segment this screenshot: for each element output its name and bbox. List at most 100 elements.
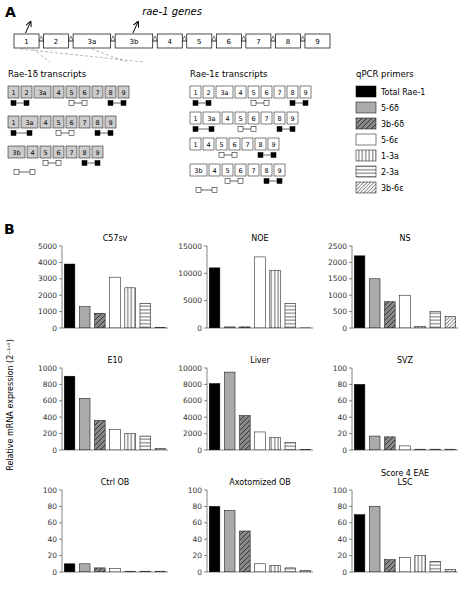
y-axis [352, 490, 353, 572]
bar [255, 432, 266, 450]
transcript-exon [287, 86, 298, 98]
exon-label: 3a [220, 89, 228, 97]
y-tick-label: 40 [192, 535, 202, 544]
bar [354, 256, 365, 328]
y-tick [59, 278, 62, 279]
chart-title: NOE [251, 234, 268, 243]
y-tick-label: 100 [188, 486, 203, 495]
transcript-exon [190, 112, 201, 124]
primer-line [19, 172, 30, 173]
primer [69, 131, 74, 136]
y-tick-label: 800 [43, 380, 58, 389]
exon-label: 3a [38, 89, 46, 97]
transcript-exon [261, 86, 272, 98]
y-tick [59, 262, 62, 263]
y-axis [207, 246, 208, 328]
bars [354, 384, 455, 450]
chart-title: Axotomized OB [229, 478, 290, 487]
transcript-exon [203, 86, 214, 98]
primer [290, 101, 295, 106]
exon-label: 3b [129, 38, 138, 46]
transcript-exon [216, 138, 227, 150]
transcript-exon [118, 86, 129, 98]
primer [43, 161, 48, 166]
y-tick [349, 278, 352, 279]
primer [193, 101, 198, 106]
bar-chart: E1002004006008001000 [38, 356, 168, 455]
primer-line [16, 103, 24, 104]
primer-line [61, 133, 69, 134]
title: rae-1 genes [142, 6, 202, 17]
exon [157, 34, 182, 48]
exon-label: 7 [251, 167, 255, 175]
primer [258, 153, 263, 158]
exon-label: 2 [54, 38, 58, 46]
legend-swatch [356, 86, 376, 97]
legend-swatch [356, 118, 376, 129]
transcript-exon [222, 112, 233, 124]
legend-swatch [356, 182, 376, 193]
y-tick [204, 555, 207, 556]
exon-label: 7 [264, 115, 268, 123]
exon-label: 6 [251, 115, 255, 123]
primer-line [263, 155, 271, 156]
chart-title: Liver [250, 356, 270, 365]
exon-label: 7 [69, 149, 73, 157]
primer [56, 161, 61, 166]
splice-line [20, 49, 143, 62]
primer [238, 127, 243, 132]
chart-title: E10 [107, 356, 122, 365]
y-axis [62, 368, 63, 450]
y-tick-label: 1000 [328, 291, 347, 300]
primer [209, 127, 214, 132]
y-tick-label: 2500 [328, 242, 347, 251]
primer [30, 170, 35, 175]
intron [111, 36, 116, 41]
y-tick [59, 417, 62, 418]
transcript-exon [27, 146, 38, 158]
y-tick [349, 490, 352, 491]
y-tick [59, 572, 62, 573]
y-tick [349, 262, 352, 263]
transcript-exon [8, 86, 19, 98]
exon [275, 34, 300, 48]
chart-title: Ctrl OB [101, 478, 130, 487]
y-tick-label: 4000 [38, 258, 57, 267]
y-tick [349, 417, 352, 418]
y-tick [59, 400, 62, 401]
primer [232, 153, 237, 158]
transcript-exon [255, 138, 266, 150]
exon [187, 34, 212, 48]
primer [24, 101, 29, 106]
intron [182, 36, 187, 41]
bar [125, 288, 136, 328]
y-tick-label: 200 [43, 429, 58, 438]
bar-chart: Liver0200040006000800010000 [178, 356, 313, 455]
transcript-exon [248, 112, 259, 124]
exon-label: 5 [69, 89, 73, 97]
y-axis [207, 368, 208, 450]
transcript-exon [268, 138, 279, 150]
y-tick-label: 2000 [38, 291, 57, 300]
transcript-exon [79, 116, 90, 128]
y-tick-label: 500 [333, 307, 348, 316]
y-tick [59, 311, 62, 312]
transcript-exon [274, 112, 285, 124]
transcript-exon [248, 86, 259, 98]
x-axis [207, 572, 313, 573]
y-tick-label: 5000 [38, 242, 57, 251]
y-tick-label: 0 [52, 446, 57, 455]
legend-swatch [356, 150, 376, 161]
bar [64, 264, 75, 328]
bar [240, 416, 251, 450]
y-tick-label: 600 [43, 396, 58, 405]
y-tick [349, 384, 352, 385]
exon-label: 4 [30, 149, 34, 157]
exon-label: 5 [56, 119, 60, 127]
transcript-exon [209, 164, 220, 176]
transcript-exon [242, 138, 253, 150]
legend-entry: 5-6ε [381, 136, 398, 145]
bars [354, 506, 455, 572]
bar [240, 531, 251, 572]
y-tick [204, 384, 207, 385]
